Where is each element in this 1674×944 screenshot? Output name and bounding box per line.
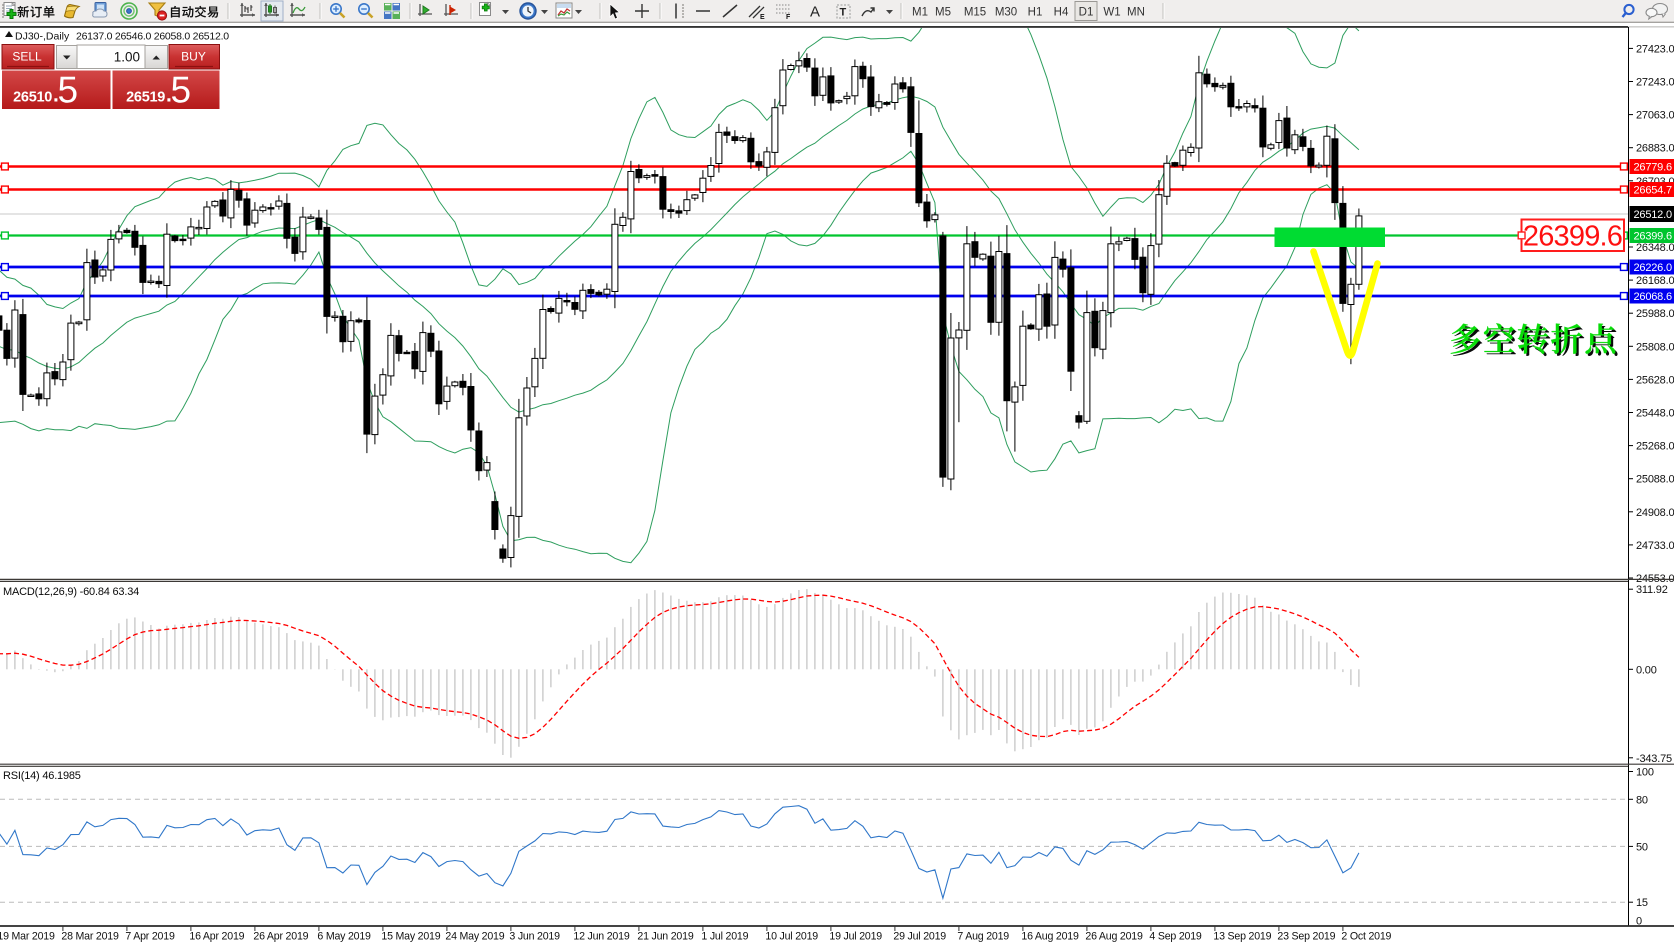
svg-text:26399.6: 26399.6 [1523, 221, 1622, 253]
svg-text:-343.75: -343.75 [1636, 753, 1672, 765]
svg-text:26654.7: 26654.7 [1634, 185, 1672, 197]
svg-text:1.00: 1.00 [114, 50, 140, 65]
svg-text:25628.0: 25628.0 [1636, 374, 1674, 386]
svg-text:25988.0: 25988.0 [1636, 308, 1674, 320]
svg-text:26519: 26519 [126, 90, 165, 106]
svg-text:F: F [786, 14, 791, 21]
svg-text:19 Jul 2019: 19 Jul 2019 [829, 931, 882, 943]
svg-text:25088.0: 25088.0 [1636, 474, 1674, 486]
svg-text:50: 50 [1636, 841, 1648, 853]
svg-text:7 Aug 2019: 7 Aug 2019 [957, 931, 1009, 943]
svg-text:7 Apr 2019: 7 Apr 2019 [125, 931, 175, 943]
svg-text:2 Oct 2019: 2 Oct 2019 [1341, 931, 1391, 943]
svg-text:24908.0: 24908.0 [1636, 507, 1674, 519]
svg-text:M5: M5 [935, 7, 951, 19]
svg-text:10 Jul 2019: 10 Jul 2019 [765, 931, 818, 943]
svg-text:21 Jun 2019: 21 Jun 2019 [637, 931, 693, 943]
svg-text:M1: M1 [912, 7, 928, 19]
svg-text:1 Jul 2019: 1 Jul 2019 [701, 931, 748, 943]
svg-text:25808.0: 25808.0 [1636, 341, 1674, 353]
svg-text:BUY: BUY [181, 50, 206, 64]
svg-text:MACD(12,26,9) -60.84 63.34: MACD(12,26,9) -60.84 63.34 [3, 586, 139, 598]
svg-text:A: A [810, 4, 820, 21]
svg-text:T: T [840, 7, 847, 19]
svg-text:0.00: 0.00 [1636, 664, 1657, 676]
svg-text:23 Sep 2019: 23 Sep 2019 [1277, 931, 1335, 943]
svg-text:26 Aug 2019: 26 Aug 2019 [1085, 931, 1143, 943]
svg-text:E: E [760, 14, 765, 21]
svg-text:26226.0: 26226.0 [1634, 262, 1672, 274]
svg-text:19 Mar 2019: 19 Mar 2019 [0, 931, 55, 943]
svg-text:27243.0: 27243.0 [1636, 77, 1674, 89]
svg-text:D1: D1 [1079, 7, 1094, 19]
svg-text:27063.0: 27063.0 [1636, 110, 1674, 122]
svg-text:311.92: 311.92 [1636, 584, 1668, 596]
svg-text:24733.0: 24733.0 [1636, 540, 1674, 552]
svg-text:80: 80 [1636, 794, 1648, 806]
svg-text:26137.0 26546.0 26058.0 26512.: 26137.0 26546.0 26058.0 26512.0 [76, 31, 229, 43]
svg-text:12 Jun 2019: 12 Jun 2019 [573, 931, 629, 943]
svg-text:13 Sep 2019: 13 Sep 2019 [1213, 931, 1271, 943]
svg-text:MN: MN [1127, 7, 1145, 19]
svg-text:26512.0: 26512.0 [1634, 209, 1672, 221]
svg-text:0: 0 [1636, 916, 1642, 928]
svg-text:15 May 2019: 15 May 2019 [381, 931, 440, 943]
svg-text:SELL: SELL [12, 50, 42, 64]
svg-text:100: 100 [1636, 767, 1654, 779]
svg-text:26168.0: 26168.0 [1636, 275, 1674, 287]
svg-text:4 Sep 2019: 4 Sep 2019 [1149, 931, 1202, 943]
svg-text:.: . [166, 84, 172, 107]
svg-text:25448.0: 25448.0 [1636, 408, 1674, 420]
svg-text:RSI(14) 46.1985: RSI(14) 46.1985 [3, 770, 81, 782]
svg-text:6 May 2019: 6 May 2019 [317, 931, 371, 943]
svg-text:15: 15 [1636, 897, 1648, 909]
svg-text:28 Mar 2019: 28 Mar 2019 [61, 931, 119, 943]
svg-text:H1: H1 [1028, 7, 1043, 19]
svg-text:W1: W1 [1103, 7, 1120, 19]
svg-text:DJ30-,Daily: DJ30-,Daily [15, 31, 70, 43]
svg-text:24 May 2019: 24 May 2019 [445, 931, 504, 943]
svg-text:M15: M15 [964, 7, 986, 19]
svg-text:H4: H4 [1054, 7, 1069, 19]
svg-text:16 Aug 2019: 16 Aug 2019 [1021, 931, 1079, 943]
svg-text:26 Apr 2019: 26 Apr 2019 [253, 931, 308, 943]
svg-text:26399.6: 26399.6 [1634, 231, 1672, 243]
svg-text:16 Apr 2019: 16 Apr 2019 [189, 931, 244, 943]
svg-text:25268.0: 25268.0 [1636, 441, 1674, 453]
svg-text:5: 5 [171, 70, 192, 111]
svg-text:26883.0: 26883.0 [1636, 143, 1674, 155]
svg-text:26348.0: 26348.0 [1636, 242, 1674, 254]
svg-text:5: 5 [58, 70, 79, 111]
svg-text:.: . [53, 84, 59, 107]
svg-text:27423.0: 27423.0 [1636, 43, 1674, 55]
svg-text:3 Jun 2019: 3 Jun 2019 [509, 931, 560, 943]
svg-text:26779.6: 26779.6 [1634, 162, 1672, 174]
svg-text:26068.6: 26068.6 [1634, 291, 1672, 303]
svg-text:29 Jul 2019: 29 Jul 2019 [893, 931, 946, 943]
svg-text:26510: 26510 [13, 90, 52, 106]
svg-text:M30: M30 [995, 7, 1017, 19]
